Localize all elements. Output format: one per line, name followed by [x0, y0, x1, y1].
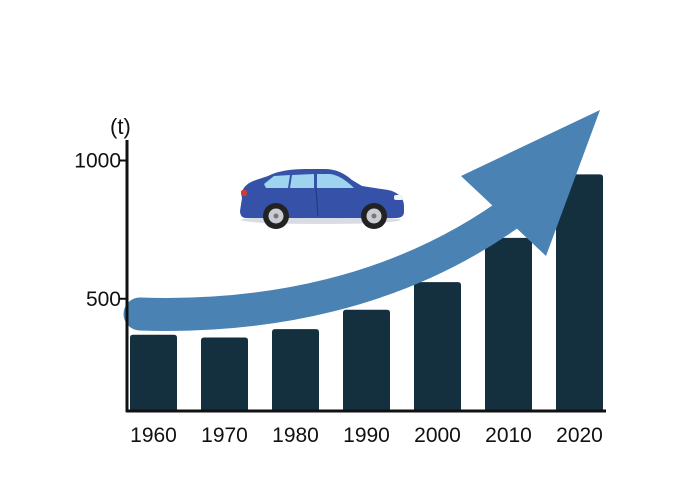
- x-tick-label-1980: 1980: [272, 424, 319, 447]
- car-wheel-rear: [263, 203, 289, 229]
- y-axis-unit-label: (t): [110, 114, 131, 139]
- bar-1960: [130, 334, 177, 410]
- x-tick-label-1960: 1960: [130, 424, 177, 447]
- car-headlight: [394, 195, 403, 200]
- car-door-line: [315, 187, 319, 217]
- car-icon: [240, 169, 404, 229]
- bar-2000: [414, 282, 461, 410]
- bar-2010: [485, 237, 532, 410]
- bar-2020: [556, 174, 603, 410]
- x-tick-label-1970: 1970: [201, 424, 248, 447]
- car-window-front: [317, 174, 354, 188]
- car-taillight: [241, 190, 247, 196]
- car-window-rear: [264, 175, 290, 188]
- bar-1980: [272, 329, 319, 410]
- trend-arrow-head: [461, 110, 600, 256]
- car-window-middle: [290, 174, 314, 188]
- bars-group: [130, 174, 603, 410]
- bar-1990: [343, 309, 390, 410]
- trend-arrow: [123, 189, 537, 331]
- car-wheel-front: [361, 203, 387, 229]
- x-tick-label-2020: 2020: [556, 424, 603, 447]
- bar-1970: [201, 337, 248, 410]
- x-tick-label-2010: 2010: [485, 424, 532, 447]
- x-tick-labels: 1960 1970 1980 1990 2000 2010 2020: [130, 424, 603, 447]
- y-tick-label-1000: 1000: [74, 150, 121, 173]
- x-tick-label-2000: 2000: [414, 424, 461, 447]
- y-tick-label-500: 500: [86, 288, 121, 311]
- x-tick-label-1990: 1990: [343, 424, 390, 447]
